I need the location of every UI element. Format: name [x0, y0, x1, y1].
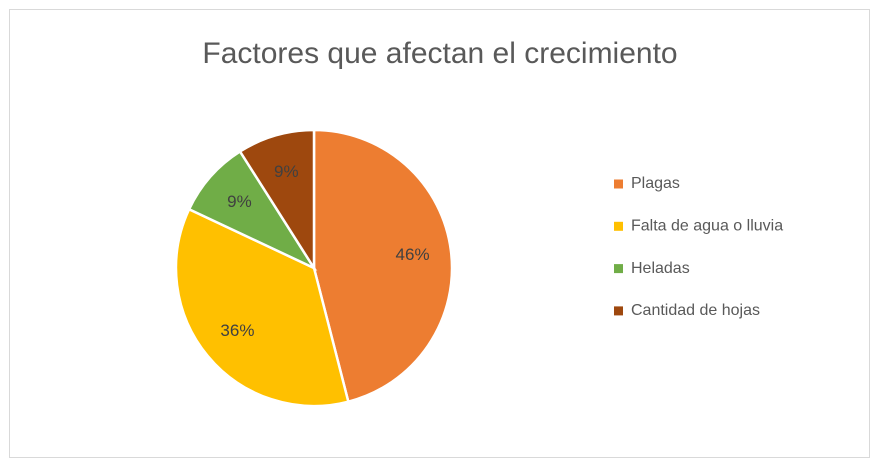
data-label: 46%	[396, 245, 430, 264]
legend-label: Heladas	[631, 260, 690, 277]
chart-title: Factores que afectan el crecimiento	[202, 37, 677, 70]
pie-slice	[174, 207, 350, 408]
pie-slice	[238, 128, 316, 273]
legend-marker	[614, 221, 623, 231]
legend-marker	[614, 306, 623, 316]
legend-label: Plagas	[631, 175, 680, 192]
data-label: 9%	[227, 192, 252, 211]
legend-label: Cantidad de hojas	[631, 302, 760, 319]
pie-slice	[312, 128, 454, 404]
legend-label: Falta de agua o lluvia	[631, 218, 783, 235]
data-label: 36%	[220, 321, 254, 340]
legend-marker	[614, 179, 623, 189]
legend-marker	[614, 264, 623, 274]
data-label: 9%	[274, 162, 299, 181]
